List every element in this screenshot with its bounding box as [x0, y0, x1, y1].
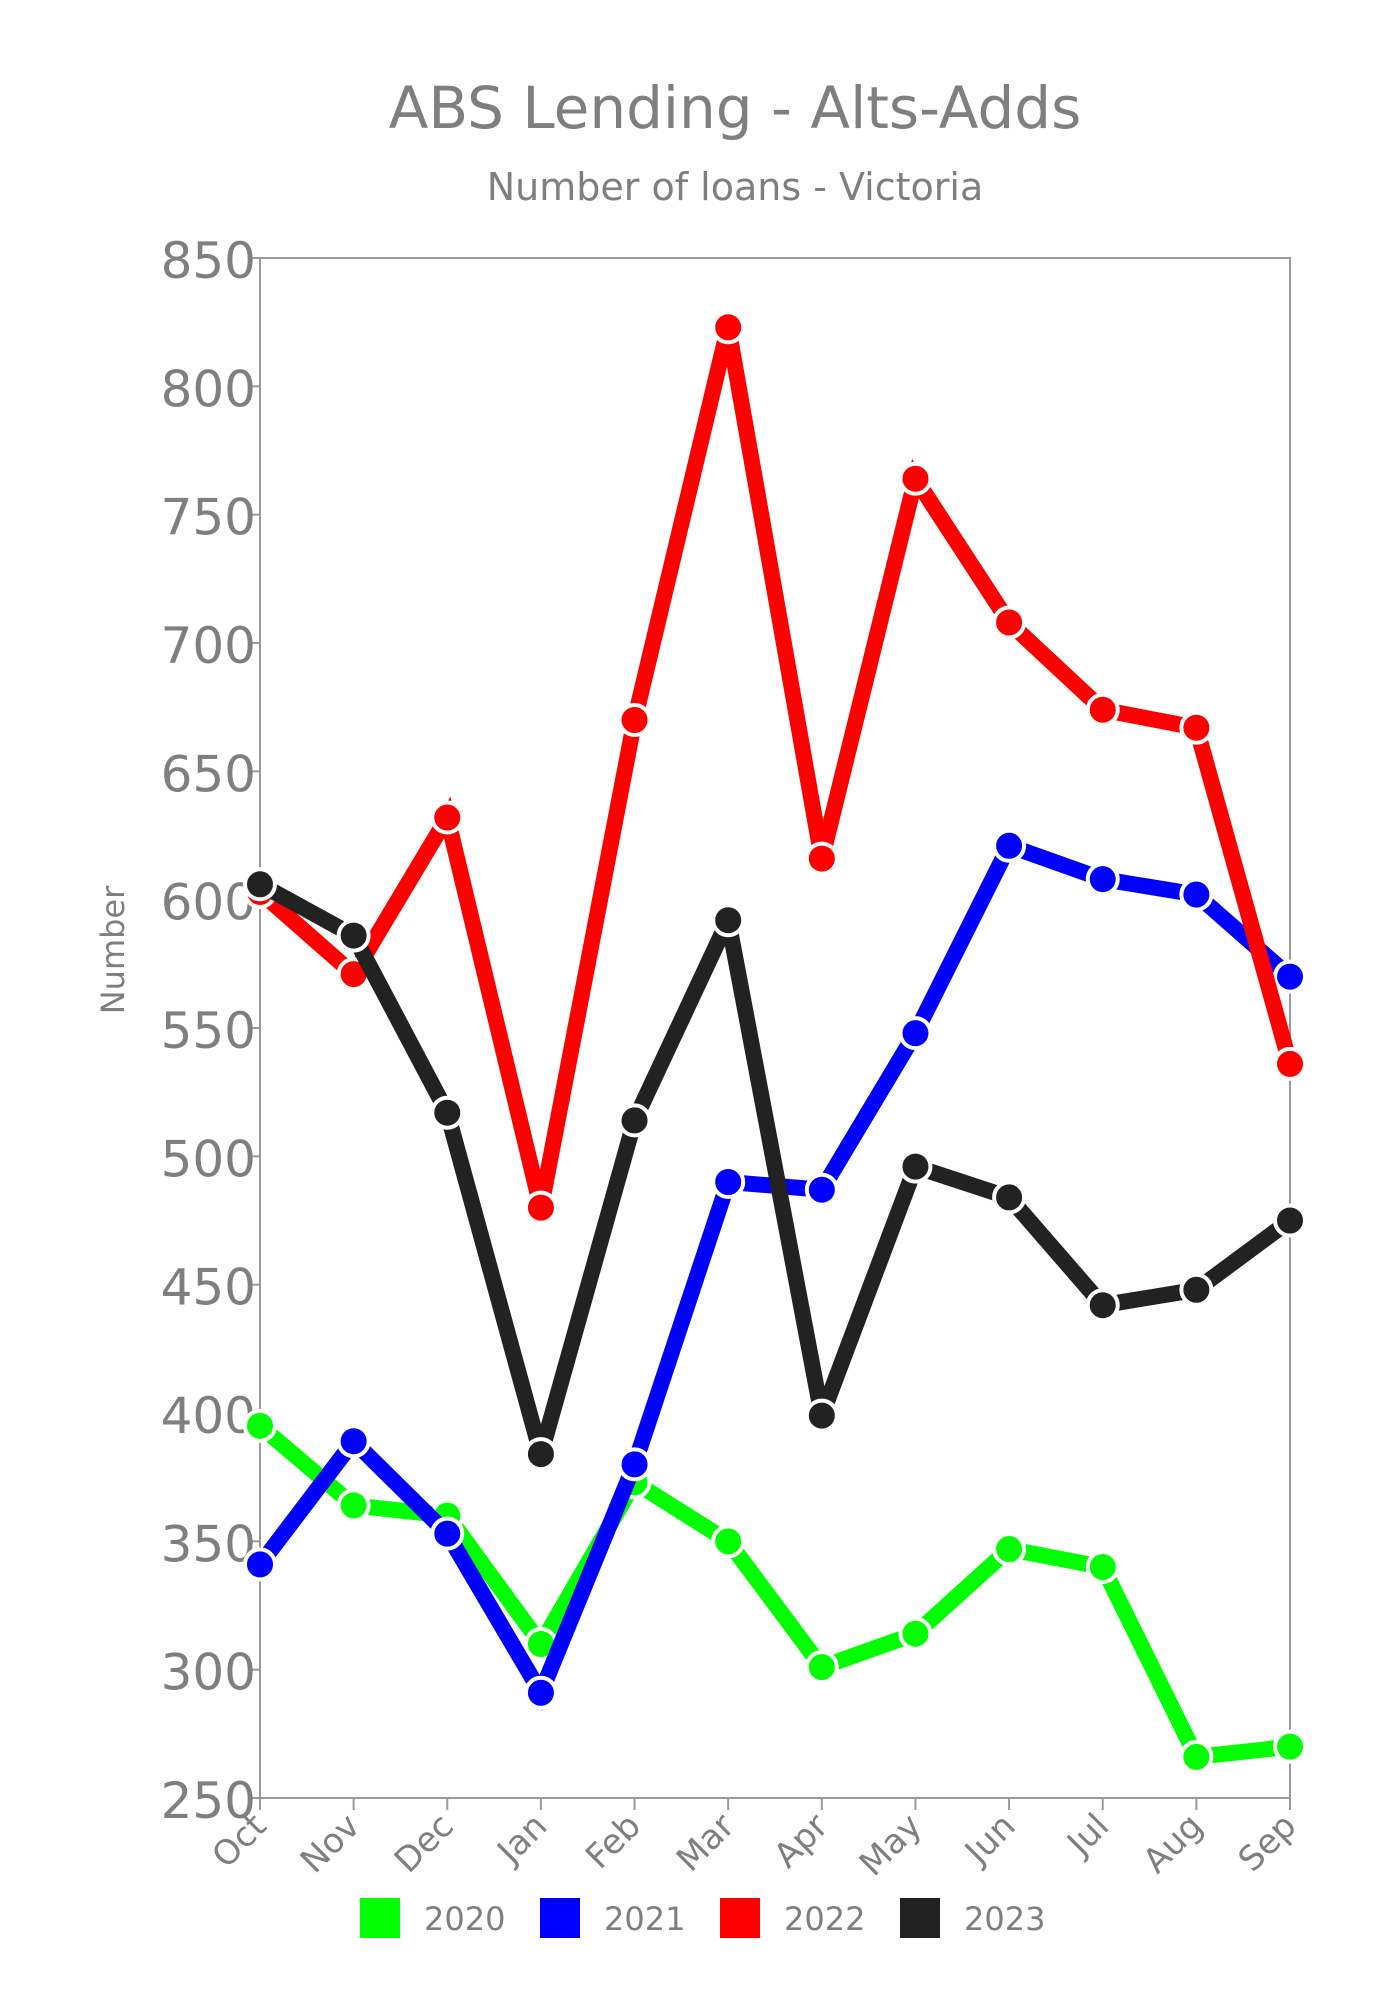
- legend-label: 2023: [964, 1900, 1045, 1938]
- legend-swatch: [540, 1898, 580, 1938]
- chart-subtitle: Number of loans - Victoria: [487, 165, 984, 209]
- y-tick-label: 300: [161, 1644, 256, 1702]
- series-2023: [243, 867, 1307, 1472]
- y-tick-label: 250: [161, 1772, 256, 1830]
- series-line-2021: [253, 835, 1296, 1711]
- data-point: [1085, 862, 1120, 897]
- data-point: [523, 1675, 558, 1710]
- y-tick-label: 450: [161, 1259, 256, 1317]
- y-tick-label: 600: [161, 874, 256, 932]
- series-2021: [243, 828, 1307, 1711]
- chart-title: ABS Lending - Alts-Adds: [389, 74, 1082, 142]
- series-line-2023: [256, 877, 1295, 1457]
- x-tick-label: Jun: [956, 1806, 1023, 1873]
- legend-label: 2021: [604, 1900, 685, 1938]
- y-tick-label: 550: [161, 1002, 256, 1060]
- data-point: [992, 605, 1027, 640]
- data-point: [804, 841, 839, 876]
- legend-item-2020: 2020: [360, 1898, 505, 1938]
- data-point: [336, 1488, 371, 1523]
- data-point: [1273, 1203, 1307, 1238]
- y-tick-label: 500: [161, 1130, 256, 1188]
- x-tick-label: Jan: [489, 1806, 556, 1873]
- data-point: [1273, 959, 1307, 994]
- legend-swatch: [360, 1898, 400, 1938]
- data-point: [336, 918, 371, 953]
- data-point: [1179, 877, 1214, 912]
- data-point: [992, 1532, 1027, 1567]
- y-tick-label: 750: [161, 489, 256, 547]
- data-point: [804, 1398, 839, 1433]
- x-tick-label: May: [852, 1806, 930, 1884]
- data-point: [711, 310, 746, 345]
- data-point: [1085, 1550, 1120, 1584]
- y-tick-label: 700: [161, 617, 256, 675]
- data-point: [711, 903, 746, 938]
- data-point: [617, 703, 652, 737]
- y-tick-label: 350: [161, 1515, 256, 1573]
- series-layer: [243, 310, 1307, 1774]
- legend-label: 2022: [784, 1900, 865, 1938]
- series-2022: [243, 310, 1307, 1225]
- x-tick-label: Sep: [1231, 1806, 1305, 1880]
- data-point: [711, 1165, 746, 1199]
- data-point: [617, 1447, 652, 1482]
- data-point: [1179, 1272, 1214, 1307]
- plot-area-border: [259, 257, 1291, 1799]
- data-point: [523, 1190, 558, 1225]
- data-point: [804, 1172, 839, 1207]
- data-point: [243, 867, 277, 902]
- legend-item-2022: 2022: [720, 1898, 865, 1938]
- data-point: [430, 1095, 465, 1130]
- legend-swatch: [900, 1898, 940, 1938]
- data-point: [992, 828, 1027, 863]
- data-point: [243, 1547, 277, 1582]
- x-tick-label: Nov: [293, 1806, 368, 1881]
- legend: 2020 2021 2022 2023: [360, 1898, 1045, 1938]
- data-point: [1273, 1729, 1307, 1764]
- x-tick-label: Feb: [578, 1806, 649, 1877]
- data-point: [804, 1650, 839, 1685]
- data-point: [1273, 1046, 1307, 1081]
- data-point: [523, 1437, 558, 1472]
- x-tick-label: Aug: [1135, 1806, 1210, 1881]
- data-point: [1179, 710, 1214, 745]
- y-tick-label: 800: [161, 360, 256, 418]
- data-point: [992, 1180, 1027, 1215]
- data-point: [898, 1149, 933, 1184]
- legend-label: 2020: [424, 1900, 505, 1938]
- data-point: [430, 800, 465, 835]
- legend-item-2021: 2021: [540, 1898, 685, 1938]
- x-axis: Oct Nov Dec Jan Feb Mar Apr May Jun Jul Aug Sep: [205, 1798, 1305, 1884]
- data-point: [617, 1103, 652, 1138]
- data-point: [430, 1516, 465, 1551]
- y-tick-label: 400: [161, 1387, 256, 1445]
- data-point: [898, 461, 933, 496]
- series-line-2022: [254, 325, 1298, 1210]
- data-point: [711, 1524, 746, 1559]
- data-point: [1179, 1739, 1214, 1774]
- x-tick-label: Jul: [1058, 1806, 1117, 1865]
- y-axis: 250 300 350 400 450 500 550 600 650 700 750 800 850: [161, 232, 260, 1830]
- legend-swatch: [720, 1898, 760, 1938]
- series-line-2020: [254, 1419, 1291, 1766]
- legend-item-2023: 2023: [900, 1898, 1045, 1938]
- data-point: [898, 1616, 933, 1651]
- x-tick-label: Mar: [669, 1806, 743, 1880]
- data-point: [898, 1016, 933, 1051]
- y-tick-label: 850: [161, 232, 256, 290]
- y-axis-title: Number: [94, 885, 132, 1014]
- data-point: [1085, 692, 1120, 727]
- x-tick-label: Dec: [387, 1806, 462, 1881]
- y-tick-label: 650: [161, 745, 256, 803]
- data-point: [243, 1408, 277, 1443]
- series-2020: [243, 1408, 1307, 1774]
- data-point: [1085, 1288, 1120, 1323]
- x-tick-label: Apr: [766, 1806, 836, 1876]
- data-point: [336, 1424, 371, 1459]
